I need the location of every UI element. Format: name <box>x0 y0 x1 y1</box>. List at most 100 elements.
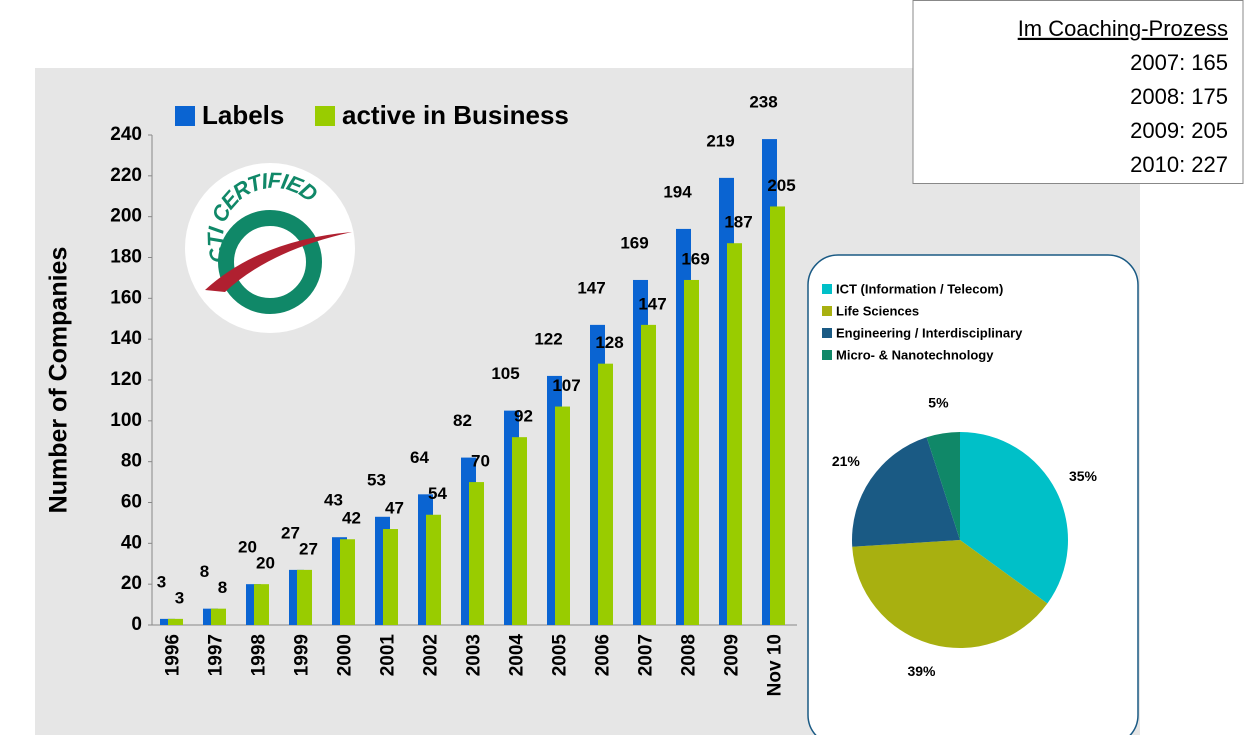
value-label: 238 <box>749 93 777 112</box>
pie-label: 5% <box>928 394 949 410</box>
y-axis-label: Number of Companies <box>45 247 73 514</box>
bar <box>340 539 355 625</box>
bar <box>555 406 570 625</box>
y-tick-label: 60 <box>121 492 142 513</box>
value-label: 8 <box>218 578 227 597</box>
pie-label: 39% <box>907 663 936 679</box>
value-label: 105 <box>491 364 519 383</box>
y-tick-label: 120 <box>110 369 142 390</box>
value-label: 27 <box>281 523 300 542</box>
legend-swatch <box>175 106 195 126</box>
bar <box>469 482 484 625</box>
y-tick-label: 200 <box>110 206 142 227</box>
x-tick-label: 2007 <box>636 634 657 676</box>
y-tick-label: 80 <box>121 451 142 472</box>
x-tick-label: 2005 <box>550 634 571 677</box>
value-label: 64 <box>410 448 429 467</box>
y-tick-label: 180 <box>110 247 142 268</box>
y-tick-label: 0 <box>131 614 142 635</box>
value-label: 205 <box>767 176 795 195</box>
x-tick-label: 1998 <box>249 634 270 676</box>
value-label: 187 <box>724 213 752 232</box>
pie-slice <box>852 540 1048 648</box>
value-label: 169 <box>681 249 709 268</box>
bar <box>383 529 398 625</box>
legend-label: Micro- & Nanotechnology <box>836 347 994 362</box>
bar <box>168 618 183 625</box>
x-tick-label: 2006 <box>593 634 614 676</box>
pie-slice <box>852 437 960 547</box>
y-tick-label: 20 <box>121 573 142 594</box>
value-label: 147 <box>577 278 605 297</box>
value-label: 27 <box>299 539 318 558</box>
bar <box>297 569 312 625</box>
pie-slice <box>926 432 960 540</box>
value-label: 8 <box>200 562 209 581</box>
value-label: 92 <box>514 407 533 426</box>
text-box-line: 2008: 175 <box>1130 84 1228 109</box>
logo: CTI CERTIFIED <box>185 163 355 333</box>
y-tick-label: 140 <box>110 328 142 349</box>
x-tick-label: 2001 <box>378 634 399 677</box>
x-tick-label: 1996 <box>163 634 184 676</box>
text-box-line: 2009: 205 <box>1130 118 1228 143</box>
value-label: 3 <box>157 572 166 591</box>
bar <box>727 243 742 626</box>
text-box-frame <box>912 0 1244 184</box>
legend-swatch <box>822 328 832 338</box>
legend-label: Life Sciences <box>836 303 919 318</box>
value-label: 20 <box>256 554 275 573</box>
x-tick-label: 2009 <box>722 634 743 676</box>
bar <box>641 324 656 625</box>
x-tick-label: 1997 <box>206 634 227 676</box>
pie-label: 35% <box>1069 468 1098 484</box>
bar <box>211 608 226 625</box>
x-tick-label: 2004 <box>507 634 528 677</box>
legend-swatch <box>315 106 335 126</box>
value-label: 43 <box>324 491 343 510</box>
value-label: 54 <box>428 484 447 503</box>
legend-swatch <box>822 350 832 360</box>
bar <box>512 437 527 625</box>
text-box-title: Im Coaching-Prozess <box>1018 16 1228 41</box>
y-tick-label: 160 <box>110 287 142 308</box>
value-label: 194 <box>663 182 692 201</box>
value-label: 20 <box>238 538 257 557</box>
value-label: 82 <box>453 411 472 430</box>
x-tick-label: 2008 <box>679 634 700 676</box>
y-tick-label: 240 <box>110 124 142 145</box>
value-label: 107 <box>552 376 580 395</box>
x-tick-label: 2002 <box>421 634 442 676</box>
value-label: 47 <box>385 499 404 518</box>
logo-ring <box>218 210 322 314</box>
value-label: 122 <box>534 329 562 348</box>
logo-swoosh <box>205 232 352 292</box>
text-box: Im Coaching-Prozess <box>912 0 1244 184</box>
value-label: 169 <box>620 233 648 252</box>
value-label: 53 <box>367 470 386 489</box>
legend-label: ICT (Information / Telecom) <box>836 281 1003 296</box>
bar <box>254 584 269 625</box>
value-label: 128 <box>595 333 623 352</box>
bar <box>684 279 699 625</box>
bar <box>770 206 785 626</box>
text-box-line: 2010: 227 <box>1130 152 1228 177</box>
bar <box>426 514 441 625</box>
text-box-line: 2007: 165 <box>1130 50 1228 75</box>
bar <box>598 363 613 625</box>
value-label: 219 <box>706 131 734 150</box>
legend-swatch <box>822 284 832 294</box>
value-label: 147 <box>638 294 666 313</box>
pie-label: 21% <box>832 453 861 469</box>
x-tick-label: 2000 <box>335 634 356 676</box>
y-tick-label: 220 <box>110 165 142 186</box>
x-tick-label: 2003 <box>464 634 485 676</box>
y-tick-label: 40 <box>121 532 142 553</box>
legend-label: active in Business <box>342 100 569 130</box>
bar <box>160 618 175 625</box>
value-label: 42 <box>342 509 361 528</box>
x-tick-label: Nov 10 <box>765 634 786 696</box>
pie-slice <box>960 432 1069 604</box>
legend-label: Engineering / Interdisciplinary <box>836 325 1023 340</box>
